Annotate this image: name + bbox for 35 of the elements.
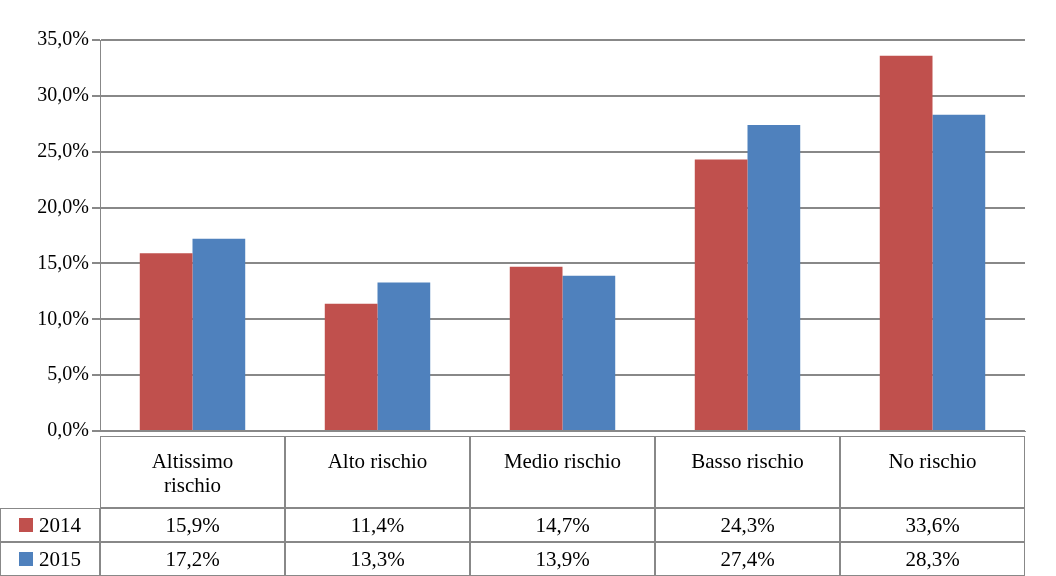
y-tick-label: 25,0% [37,138,89,161]
bar [932,114,986,430]
data-label: 13,9% [470,542,655,576]
x-tick-label: Alto rischio [285,436,470,508]
data-label: 13,3% [285,542,470,576]
y-tick-label: 20,0% [37,194,89,217]
data-label: 11,4% [285,508,470,542]
data-label: 24,3% [655,508,840,542]
bar [324,303,378,430]
x-tick-label: Basso rischio [655,436,840,508]
y-tick-label: 0,0% [47,418,89,441]
bar [694,159,748,430]
bar [509,266,563,430]
x-tick-label: Medio rischio [470,436,655,508]
data-label: 17,2% [100,542,285,576]
data-label: 27,4% [655,542,840,576]
y-tick-label: 35,0% [37,27,89,50]
legend-label: 2015 [39,546,81,572]
bar [562,275,616,430]
bar [192,238,246,430]
x-tick-label: Altissimo rischio [100,436,285,508]
y-tick-label: 10,0% [37,306,89,329]
y-tick-label: 30,0% [37,83,89,106]
bar [747,124,801,430]
data-label: 33,6% [840,508,1025,542]
bar [139,253,193,430]
bar [879,55,933,430]
data-label: 14,7% [470,508,655,542]
data-label: 15,9% [100,508,285,542]
x-tick-label: No rischio [840,436,1025,508]
y-tick-label: 5,0% [47,362,89,385]
data-label: 28,3% [840,542,1025,576]
bar [377,282,431,430]
legend-label: 2014 [39,512,81,538]
y-tick-label: 15,0% [37,250,89,273]
